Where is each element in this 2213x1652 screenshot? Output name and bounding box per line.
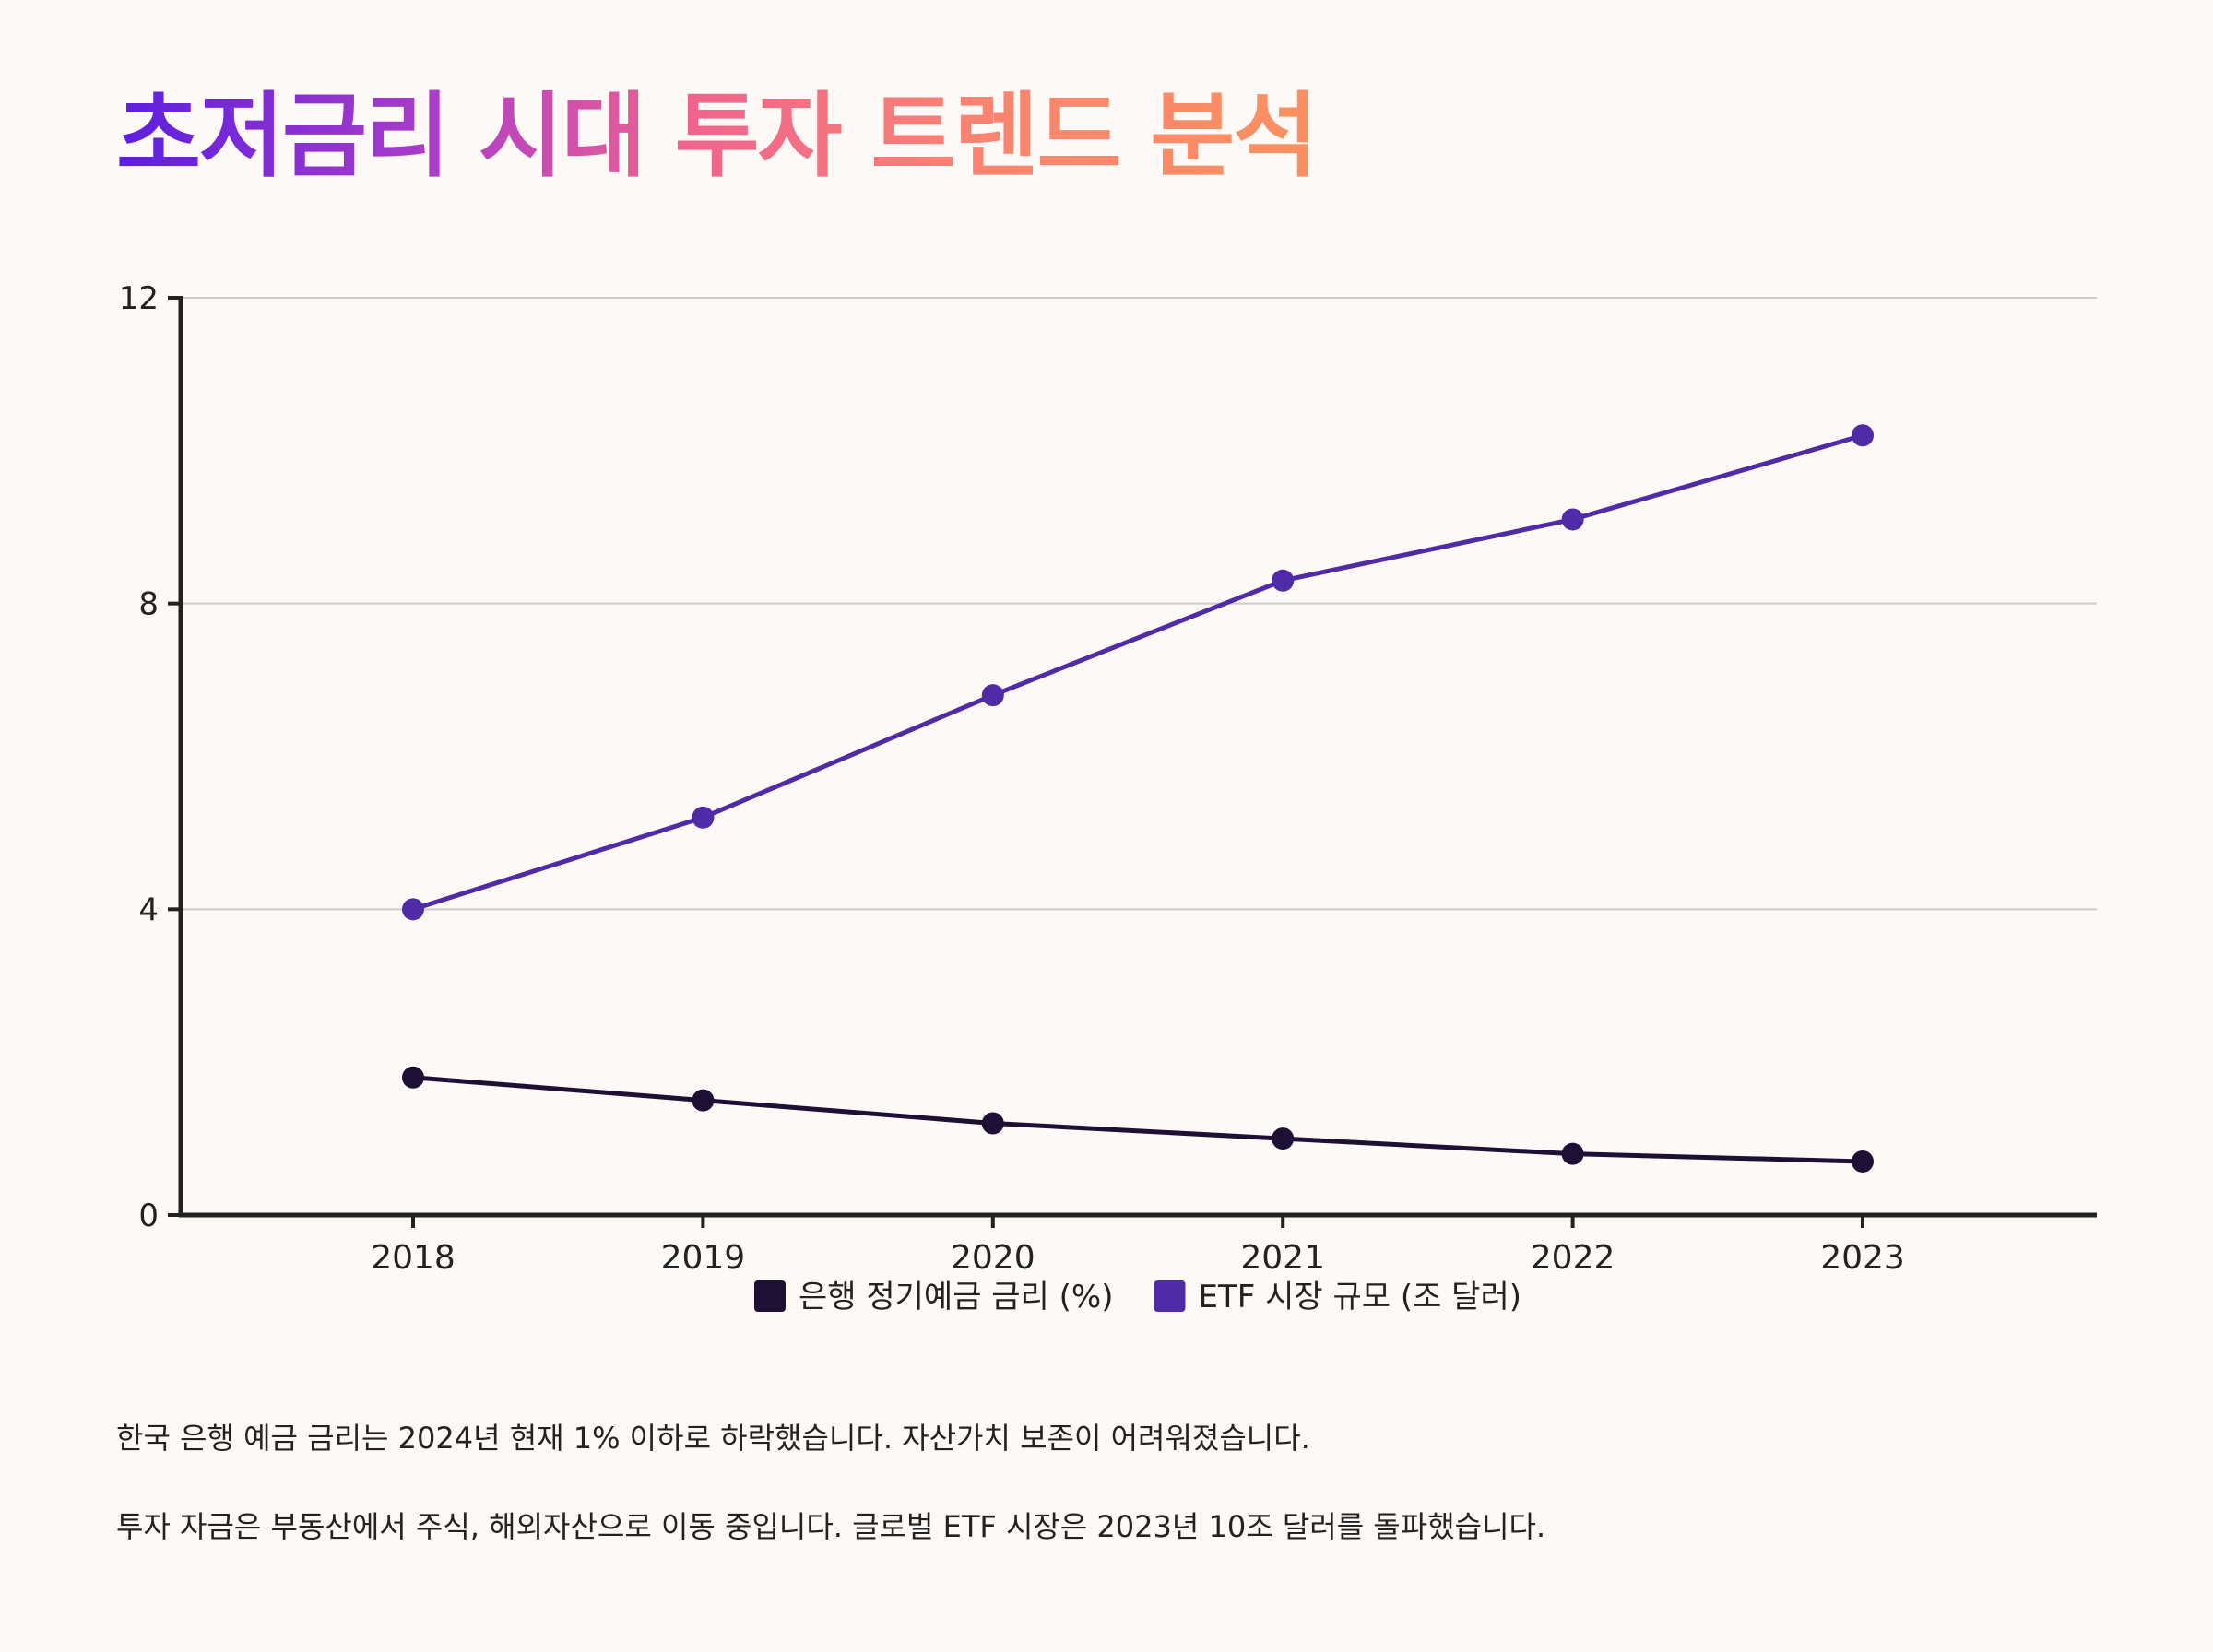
- data-point: [1852, 1150, 1874, 1173]
- legend-item-1: ETF 시장 규모 (조 달러): [1154, 1279, 1521, 1316]
- note-etf-market: 투자 자금은 부동산에서 주식, 해외자산으로 이동 중입니다. 글로벌 ETF…: [116, 1509, 1546, 1544]
- legend-label: 은행 정기예금 금리 (%): [799, 1279, 1114, 1316]
- y-tick-label: 12: [119, 280, 159, 317]
- notes: 한국 은행 예금 금리는 2024년 현재 1% 이하로 하락했습니다. 자산가…: [116, 1416, 2099, 1593]
- legend-swatch: [1154, 1280, 1186, 1312]
- x-tick-label: 2022: [1531, 1239, 1615, 1277]
- x-tick-label: 2021: [1240, 1239, 1325, 1277]
- data-point: [1272, 1127, 1295, 1150]
- data-point: [1272, 569, 1295, 592]
- legend-swatch: [753, 1280, 786, 1312]
- page-title: 초저금리 시대 투자 트렌드 분석: [116, 82, 1318, 190]
- x-tick-label: 2019: [661, 1239, 746, 1277]
- note-interest-rate: 한국 은행 예금 금리는 2024년 현재 1% 이하로 하락했습니다. 자산가…: [116, 1421, 1310, 1456]
- y-tick-label: 0: [138, 1198, 159, 1234]
- legend: 은행 정기예금 금리 (%) ETF 시장 규모 (조 달러): [753, 1279, 1521, 1316]
- x-tick-label: 2018: [371, 1239, 456, 1277]
- data-point: [981, 1112, 1004, 1135]
- grid-lines: [181, 297, 2097, 911]
- data-point: [981, 684, 1004, 707]
- y-tick-label: 4: [138, 891, 159, 928]
- data-point: [692, 806, 715, 829]
- series-lines: [402, 424, 1874, 1173]
- data-point: [1561, 1142, 1584, 1165]
- y-tick-label: 8: [138, 586, 159, 623]
- line-chart: 0 4 8 12 2018 2019 2020 2021 2022 2023 은행 정기예금 금리…: [119, 280, 2097, 1316]
- series-line: [410, 1075, 1865, 1164]
- series-line: [410, 432, 1865, 912]
- x-tick-label: 2023: [1820, 1239, 1905, 1277]
- data-point: [1852, 424, 1874, 447]
- data-point: [402, 898, 424, 921]
- legend-item-0: 은행 정기예금 금리 (%): [753, 1279, 1114, 1316]
- series-0: [402, 1066, 1874, 1173]
- data-point: [692, 1089, 715, 1112]
- legend-label: ETF 시장 규모 (조 달러): [1198, 1279, 1521, 1316]
- data-point: [1561, 508, 1584, 531]
- data-point: [402, 1066, 424, 1089]
- axes: 0 4 8 12 2018 2019 2020 2021 2022 2023: [119, 280, 2097, 1277]
- series-1: [402, 424, 1874, 921]
- x-tick-label: 2020: [951, 1239, 1035, 1277]
